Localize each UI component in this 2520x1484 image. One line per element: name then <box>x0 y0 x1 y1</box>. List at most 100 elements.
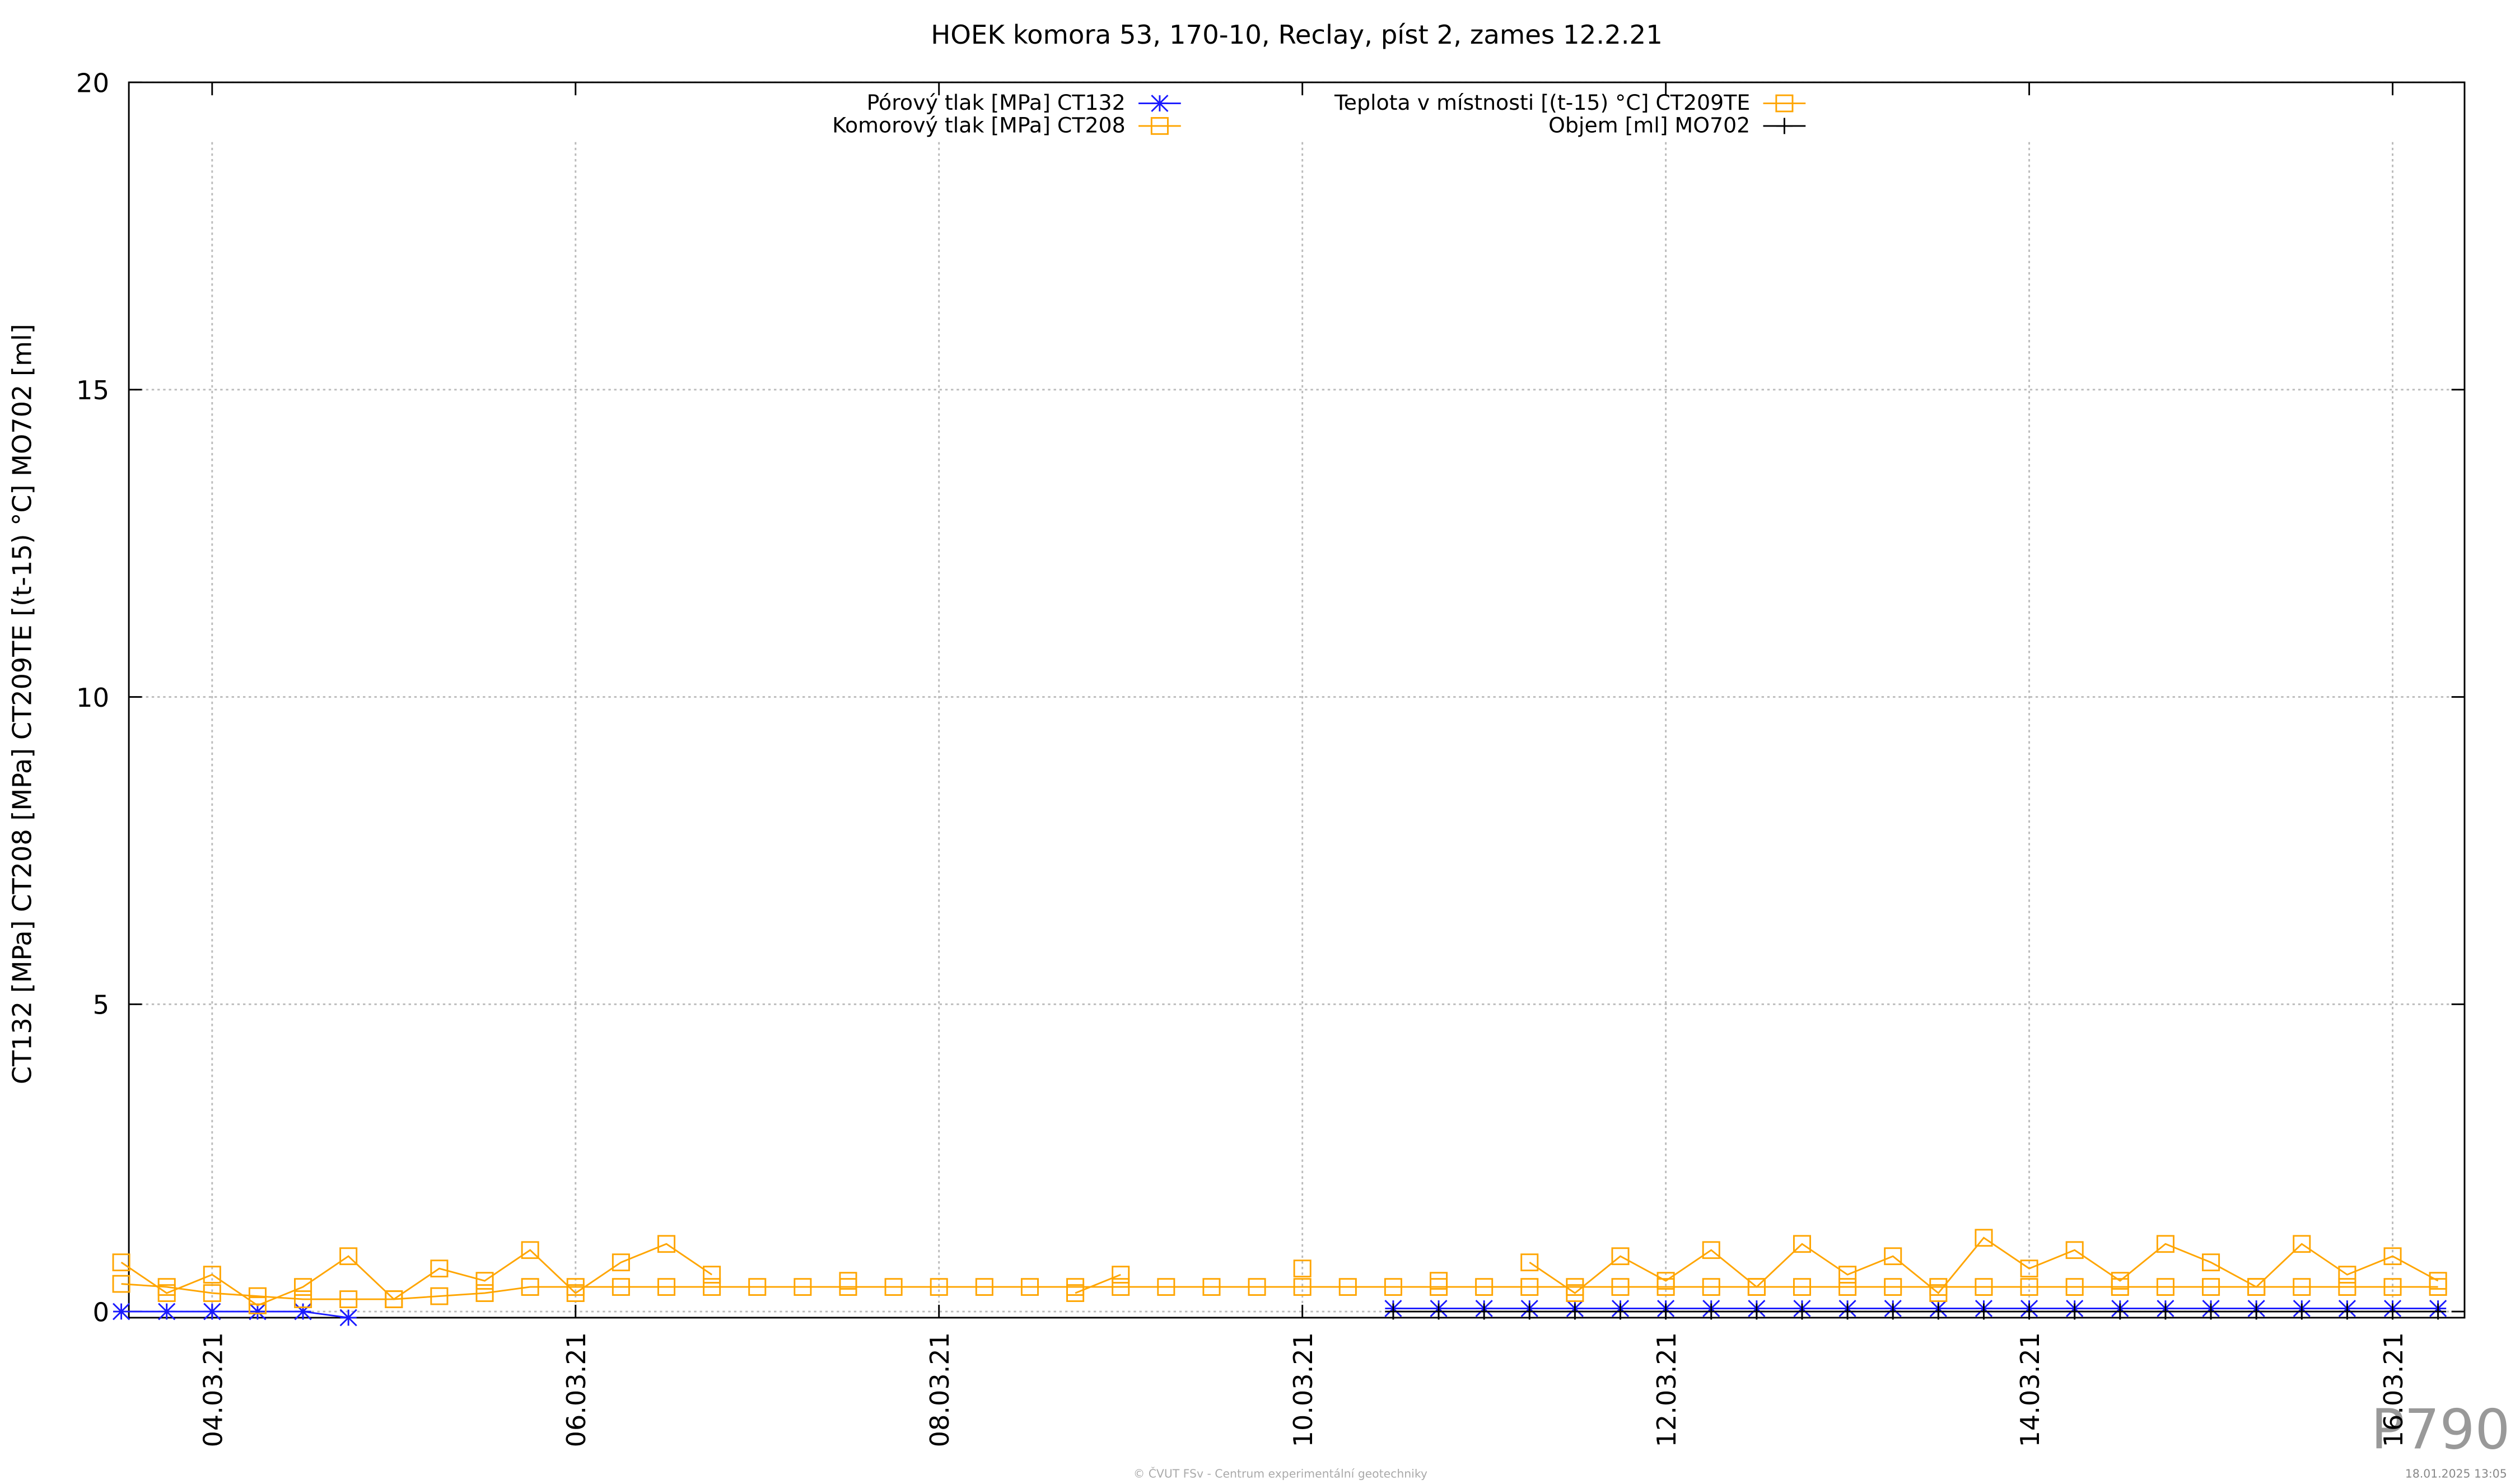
marker <box>1975 1229 1993 1247</box>
y-tick-label: 20 <box>76 68 109 99</box>
timestamp: 18.01.2025 13:05 <box>2405 1467 2507 1481</box>
marker <box>1611 1247 1630 1266</box>
marker <box>975 1278 993 1296</box>
legend-entry: Komorový tlak [MPa] CT208 <box>832 113 1181 137</box>
marker <box>930 1278 948 1296</box>
x-tick-label: 16.03.21 <box>2378 1332 2409 1447</box>
marker <box>248 1296 267 1314</box>
marker <box>339 1309 357 1327</box>
marker <box>1112 1278 1130 1296</box>
marker <box>1293 1278 1312 1296</box>
legend-marker <box>1151 95 1169 112</box>
marker <box>1975 1303 1992 1320</box>
marker <box>1520 1278 1539 1296</box>
marker <box>2202 1303 2219 1320</box>
marker <box>475 1284 494 1302</box>
marker <box>1430 1303 1447 1320</box>
marker <box>1703 1303 1720 1320</box>
marker <box>2112 1303 2129 1320</box>
marker <box>2293 1278 2311 1296</box>
marker <box>2248 1303 2265 1320</box>
marker <box>1202 1278 1221 1296</box>
marker <box>1248 1278 1266 1296</box>
watermark: P790 <box>2371 1398 2510 1462</box>
marker <box>612 1278 630 1296</box>
marker <box>1793 1235 1812 1253</box>
marker <box>2021 1303 2038 1320</box>
y-tick-label: 15 <box>76 375 109 405</box>
y-tick-label: 10 <box>76 683 109 713</box>
legend-marker <box>1150 117 1169 135</box>
marker <box>1066 1284 1085 1302</box>
marker <box>203 1284 221 1302</box>
marker <box>1338 1278 1357 1296</box>
series <box>112 1229 2447 1314</box>
marker <box>657 1278 676 1296</box>
marker <box>203 1266 221 1284</box>
marker <box>112 1303 130 1320</box>
marker <box>1658 1303 1674 1320</box>
marker <box>112 1253 130 1272</box>
marker <box>2430 1303 2447 1320</box>
marker <box>612 1253 630 1272</box>
plot-frame <box>128 81 2466 1319</box>
x-tick-label: 08.03.21 <box>925 1332 955 1447</box>
marker <box>1838 1278 1857 1296</box>
marker <box>839 1272 857 1290</box>
marker <box>157 1284 176 1302</box>
marker <box>2157 1303 2174 1320</box>
marker <box>430 1259 449 1278</box>
legend-label: Objem [ml] MO702 <box>1548 113 1750 138</box>
marker <box>1884 1303 1901 1320</box>
chart-title: HOEK komora 53, 170-10, Reclay, píst 2, … <box>931 20 1663 50</box>
marker <box>1839 1303 1856 1320</box>
marker <box>2111 1272 2129 1290</box>
marker <box>1385 1303 1402 1320</box>
marker <box>566 1284 585 1302</box>
marker <box>1293 1259 1312 1278</box>
marker <box>2066 1303 2083 1320</box>
marker <box>1748 1303 1765 1320</box>
marker <box>430 1287 449 1305</box>
marker <box>2383 1278 2402 1296</box>
marker <box>1476 1303 1492 1320</box>
marker <box>2065 1241 2084 1259</box>
legend-entry: Teplota v místnosti [(t-15) °C] CT209TE <box>1334 90 1806 115</box>
marker <box>2202 1253 2220 1272</box>
marker <box>1112 1266 1130 1284</box>
marker <box>1520 1253 1539 1272</box>
marker <box>158 1303 176 1320</box>
marker <box>2293 1303 2310 1320</box>
marker <box>521 1241 539 1259</box>
marker <box>1020 1278 1039 1296</box>
marker <box>1521 1303 1538 1320</box>
marker <box>294 1278 312 1296</box>
marker <box>2156 1235 2174 1253</box>
marker <box>1975 1278 1993 1296</box>
marker <box>1566 1303 1583 1320</box>
legend-marker <box>1776 118 1793 134</box>
marker <box>2065 1278 2084 1296</box>
marker <box>1157 1278 1175 1296</box>
marker <box>339 1290 358 1308</box>
x-tick-label: 04.03.21 <box>198 1332 228 1447</box>
legend-entry: Objem [ml] MO702 <box>1548 113 1806 138</box>
marker <box>794 1278 812 1296</box>
marker <box>1884 1278 1902 1296</box>
x-tick-label: 06.03.21 <box>561 1332 591 1447</box>
marker <box>1702 1278 1720 1296</box>
marker <box>2293 1235 2311 1253</box>
marker <box>1566 1284 1584 1302</box>
marker <box>703 1278 721 1296</box>
x-tick-label: 14.03.21 <box>2015 1332 2045 1447</box>
marker <box>2247 1278 2266 1296</box>
y-axis-label: CT132 [MPa] CT208 [MPa] CT209TE [(t-15) … <box>7 324 37 1084</box>
marker <box>2338 1278 2356 1296</box>
marker <box>2202 1278 2220 1296</box>
marker <box>657 1235 676 1253</box>
marker <box>884 1278 903 1296</box>
footer: © ČVUT FSv - Centrum experimentální geot… <box>1133 1467 1427 1481</box>
marker <box>294 1290 312 1308</box>
